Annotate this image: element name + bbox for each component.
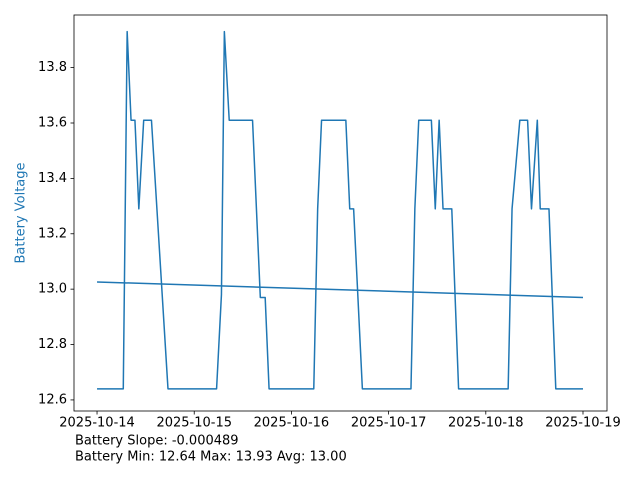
x-tick-label: 2025-10-16 [254,416,330,431]
y-tick-label: 13.6 [38,116,67,131]
y-tick-label: 12.6 [38,392,67,407]
y-axis-label: Battery Voltage [14,162,29,263]
y-tick-label: 13.8 [38,60,67,75]
x-tick-label: 2025-10-19 [545,416,621,431]
y-tick-label: 13.0 [38,282,67,297]
x-tick-label: 2025-10-17 [351,416,427,431]
x-tick-label: 2025-10-14 [59,416,135,431]
y-tick-label: 13.2 [38,226,67,241]
data-line [97,30,583,390]
y-tick-label: 12.8 [38,337,67,352]
x-tick-label: 2025-10-15 [156,416,232,431]
plot-frame [73,14,608,412]
y-tick-label: 13.4 [38,171,67,186]
x-tick-label: 2025-10-18 [448,416,524,431]
annotation: Battery Slope: -0.000489 [75,434,239,449]
data-line [97,281,584,299]
annotation: Battery Min: 12.64 Max: 13.93 Avg: 13.00 [75,450,347,465]
